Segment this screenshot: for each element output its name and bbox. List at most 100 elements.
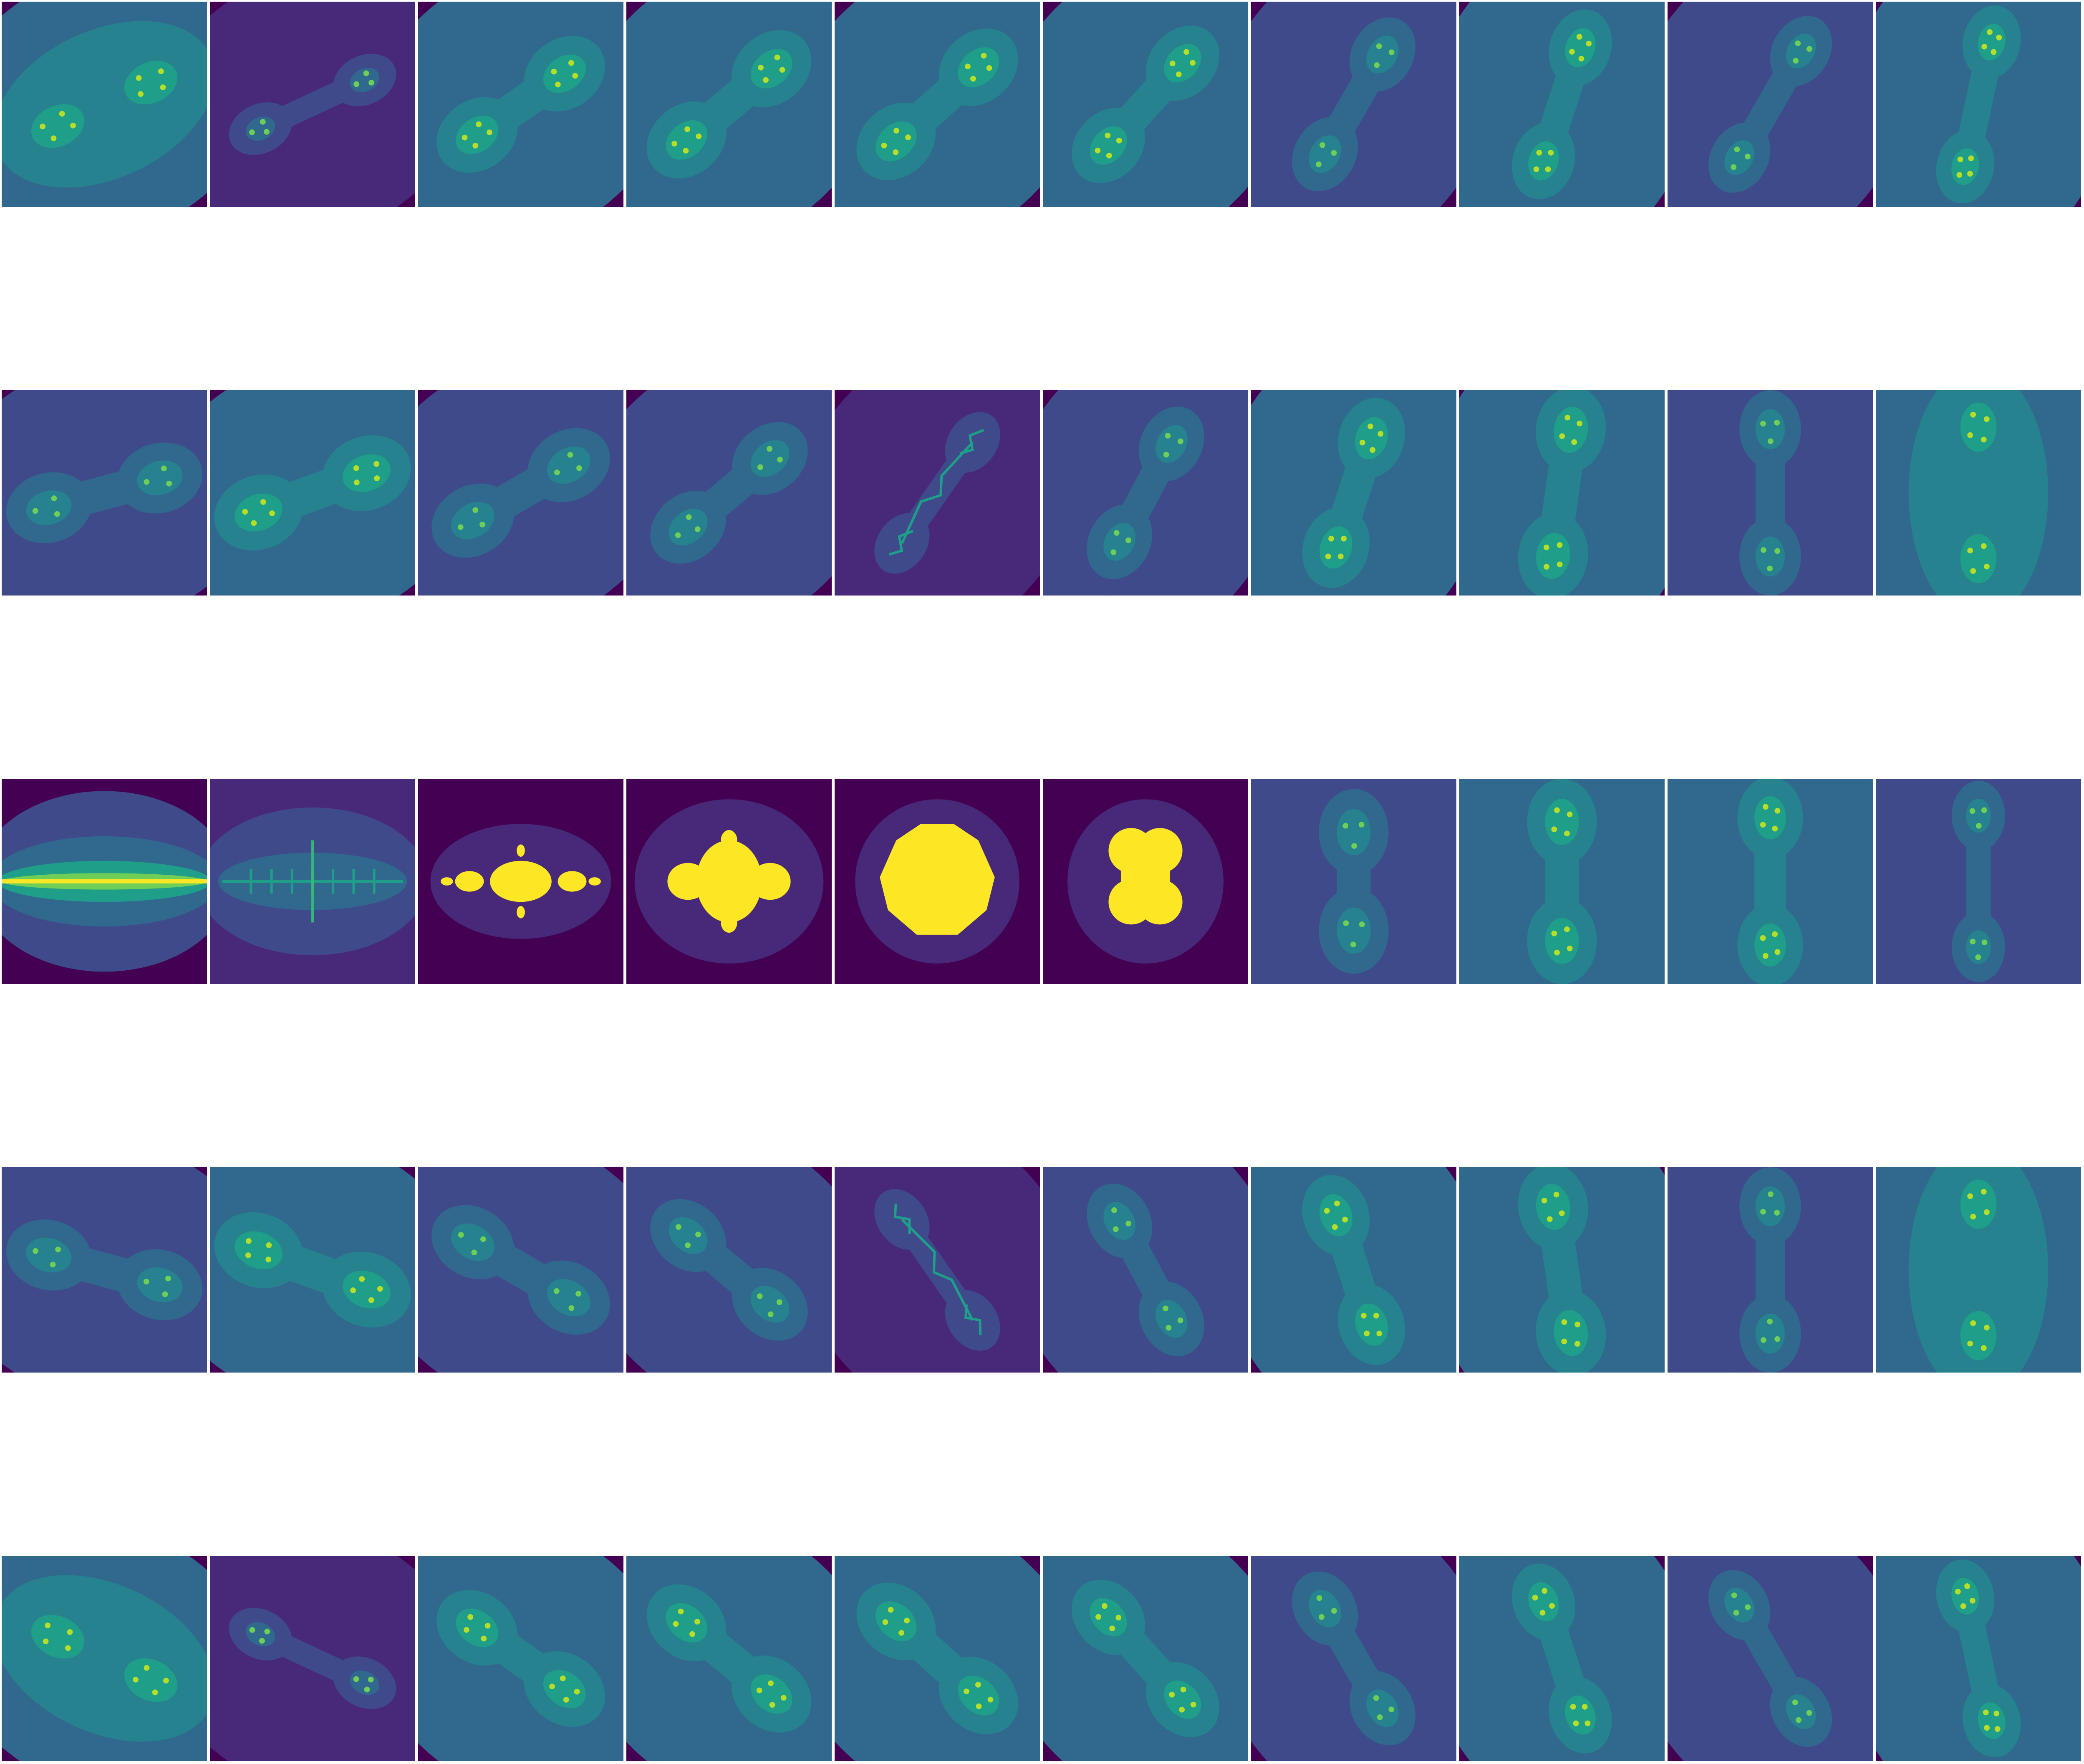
julia-dust xyxy=(353,1676,359,1682)
julia-dust xyxy=(763,77,769,83)
julia-dust xyxy=(1561,1319,1567,1325)
julia-filled xyxy=(696,840,762,923)
basin-core xyxy=(1554,406,1588,453)
julia-dust xyxy=(1792,1699,1798,1706)
julia-dust xyxy=(1983,1709,1989,1716)
julia-tile xyxy=(1251,390,1456,596)
julia-dust xyxy=(1768,438,1774,444)
julia-dust xyxy=(163,1678,169,1684)
julia-dust xyxy=(975,1682,981,1688)
basin-core xyxy=(1164,44,1201,83)
julia-dust xyxy=(769,1702,775,1708)
julia-dust xyxy=(1760,822,1766,828)
julia-dust xyxy=(1967,1340,1973,1347)
julia-set-image xyxy=(210,390,415,596)
julia-dust xyxy=(1116,137,1122,144)
julia-dust xyxy=(1190,1701,1196,1708)
julia-dust xyxy=(1996,34,2002,40)
julia-dust xyxy=(1567,945,1573,951)
julia-dust xyxy=(694,526,701,532)
julia-dust xyxy=(1993,1711,2000,1716)
julia-set-image xyxy=(2,779,207,984)
julia-filled xyxy=(721,912,737,933)
basin-core xyxy=(958,47,999,87)
julia-dust xyxy=(1731,1592,1737,1598)
julia-dust xyxy=(1105,132,1111,139)
julia-dust xyxy=(249,1627,255,1633)
julia-dust xyxy=(1166,1325,1172,1331)
basin-core xyxy=(1951,1577,1979,1615)
julia-dust xyxy=(1331,150,1337,156)
julia-dust xyxy=(158,68,164,74)
julia-dust xyxy=(1543,544,1549,550)
julia-dust xyxy=(1574,1321,1581,1327)
julia-dust xyxy=(898,1630,904,1636)
julia-dendrite xyxy=(901,442,974,544)
julia-dust xyxy=(893,128,900,134)
julia-set-image xyxy=(1251,779,1456,984)
julia-tile xyxy=(1668,1167,1873,1373)
julia-dust xyxy=(480,1236,486,1242)
julia-dust xyxy=(1358,822,1365,828)
julia-dust xyxy=(33,1248,39,1254)
julia-tile xyxy=(626,1556,832,1761)
julia-dust xyxy=(1967,171,1973,177)
julia-dust xyxy=(1334,1200,1340,1206)
julia-dust xyxy=(1983,1209,1990,1215)
julia-dust xyxy=(904,1618,910,1624)
julia-dust xyxy=(1760,1337,1766,1343)
julia-dust xyxy=(1541,1197,1547,1204)
julia-tile xyxy=(1876,2,2081,207)
julia-dust xyxy=(479,521,485,527)
julia-tile xyxy=(1876,390,2081,596)
julia-dust xyxy=(555,81,561,88)
julia-dust xyxy=(1760,1209,1766,1215)
julia-dust xyxy=(67,1629,73,1635)
julia-dust xyxy=(1970,411,1976,418)
julia-dust xyxy=(1559,1210,1565,1216)
julia-dust xyxy=(259,1638,265,1644)
julia-dust xyxy=(1548,149,1554,156)
julia-dust xyxy=(1772,825,1778,832)
julia-dust xyxy=(1554,807,1560,813)
julia-dust xyxy=(1774,548,1780,554)
julia-tile xyxy=(835,779,1040,984)
julia-dust xyxy=(767,1311,774,1317)
julia-dust xyxy=(553,1288,560,1294)
julia-dust xyxy=(246,1238,252,1244)
julia-dust xyxy=(1113,1226,1119,1232)
julia-dust xyxy=(1981,437,1987,443)
julia-filled xyxy=(667,863,709,900)
julia-dust xyxy=(40,124,45,130)
julia-dust xyxy=(1745,1604,1751,1610)
julia-set-image xyxy=(835,1556,1040,1761)
julia-dust xyxy=(1320,142,1325,148)
julia-dust xyxy=(1111,1207,1117,1213)
julia-set-image xyxy=(418,779,623,984)
julia-dust xyxy=(249,129,255,135)
julia-dust xyxy=(1955,1588,1961,1595)
julia-dust xyxy=(472,143,479,149)
julia-dust xyxy=(757,464,763,470)
julia-dust xyxy=(1976,823,1982,829)
julia-dust xyxy=(1968,155,1974,162)
julia-set-image xyxy=(1668,779,1873,984)
julia-tile xyxy=(626,390,832,596)
julia-set-image xyxy=(1459,779,1665,984)
julia-tile xyxy=(1876,1556,2081,1761)
julia-dust xyxy=(290,869,293,894)
julia-dust xyxy=(774,54,780,61)
julia-dust xyxy=(767,446,772,452)
julia-dust xyxy=(1767,565,1773,572)
julia-dust xyxy=(776,1299,782,1305)
julia-dust xyxy=(1774,420,1780,426)
julia-dust xyxy=(458,1232,464,1238)
julia-dust xyxy=(467,1614,474,1620)
julia-filled xyxy=(558,871,587,892)
julia-dust xyxy=(1793,58,1799,64)
julia-dust xyxy=(1359,921,1365,927)
julia-dust xyxy=(1359,439,1365,446)
julia-tile xyxy=(418,779,623,984)
julia-dust xyxy=(70,122,76,129)
julia-dust xyxy=(1731,164,1737,170)
